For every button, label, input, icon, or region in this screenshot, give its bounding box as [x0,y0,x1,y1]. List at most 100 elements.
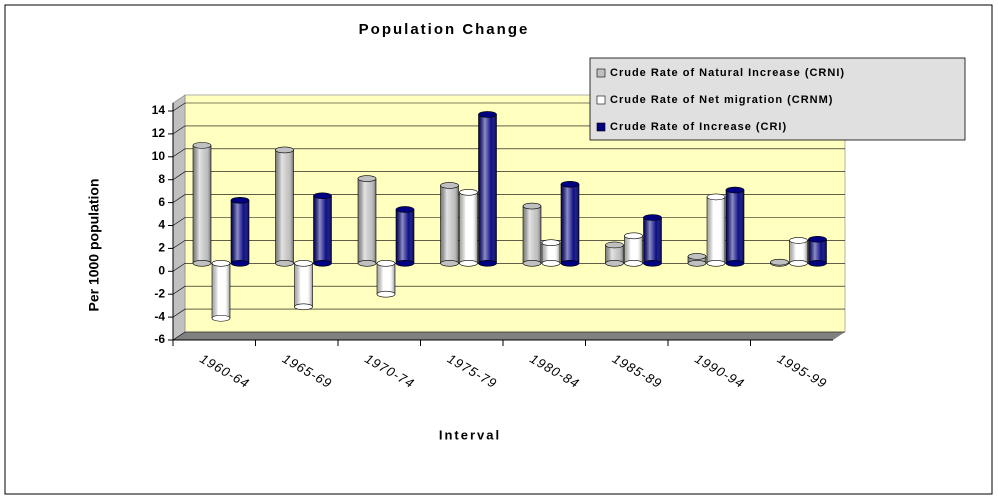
bar [357,175,377,267]
bar [395,206,415,267]
bar [808,235,827,267]
bar-shade [523,206,541,264]
bar-shade [440,185,459,264]
bar [275,146,294,267]
bar-shade [193,145,211,264]
bar [459,189,478,267]
bar-cap [294,259,313,267]
bar [725,186,745,267]
bar-bottom [376,290,396,298]
y-tick-label: 6 [158,195,165,209]
bar-bottom [395,259,415,267]
bar-shade [478,114,497,264]
y-tick-label: -2 [154,286,165,300]
legend-swatch [596,95,606,105]
legend-swatch [596,68,606,78]
bar-bottom [522,259,542,267]
bar [211,259,231,322]
bar-cap [725,186,745,194]
bar-shade [396,209,414,264]
grid-line [172,148,845,158]
bar-shade [688,256,706,264]
bar-bottom [211,314,231,322]
bar [294,259,313,311]
bar-shade [726,190,744,264]
bar-bottom [560,259,580,267]
bar-shade [459,192,478,264]
bar-shade [231,200,249,264]
bar-bottom [294,303,313,311]
legend: Crude Rate of Natural Increase (CRNI) Cru… [596,67,844,133]
bar-cap [808,235,827,243]
bar-shade [358,178,376,264]
bar-cap [706,193,726,201]
bar [313,192,332,267]
y-tick-label: 0 [158,263,165,277]
bar [541,239,561,267]
bar [560,180,580,267]
bar-bottom [440,259,459,267]
bar-shade [561,184,579,264]
bar-bottom [478,259,497,267]
bar [440,182,459,267]
bar-cap [395,206,415,213]
legend-swatch [596,122,606,132]
bar-cap [313,192,332,200]
bar-bottom [789,259,808,267]
bar-bottom [706,259,726,267]
bar-bottom [357,259,377,267]
bar-cap [440,182,459,189]
bar-bottom [643,259,662,267]
y-tick-label: 8 [158,172,165,186]
bar-cap [687,253,707,260]
y-tick-label: -6 [154,332,165,346]
bar-bottom [687,259,707,267]
bar-bottom [541,259,561,267]
y-tick-label: 14 [152,103,166,117]
bar-cap [230,197,250,204]
bar-shade [808,239,827,264]
bar [192,142,212,267]
y-tick-label: 2 [158,241,165,255]
chart-title: Population Change [359,21,530,38]
bar-cap [643,214,662,221]
bar-cap [478,111,497,118]
bar [522,202,542,267]
bar-shade [275,149,294,264]
bar [706,193,726,267]
bar [478,111,497,267]
bar-bottom [459,259,478,267]
grid-line [172,171,845,180]
bar-bottom [230,259,250,267]
grid-line [172,308,845,318]
bar-shade [707,196,725,264]
bar [376,259,396,298]
bar-cap [789,237,808,244]
legend-label: Crude Rate of Increase (CRI) [610,121,787,133]
y-tick-label: 12 [152,126,166,140]
bar [624,232,643,267]
bar-shade [542,242,560,264]
bar-cap [275,146,294,154]
legend-label: Crude Rate of Net migration (CRNM) [610,94,833,106]
bar-bottom [725,259,745,267]
bar-cap [211,259,231,267]
bar-bottom [605,259,624,267]
bar-bottom [192,259,212,267]
bar-cap [376,259,396,267]
bar-shade [605,244,624,264]
bar-shade [313,195,332,264]
bar [770,258,789,267]
bar-shade [377,263,395,295]
bar-shade [294,263,313,307]
grid-line [172,285,845,295]
y-axis-label: Per 1000 population [86,178,102,311]
bar-shade [212,263,230,319]
y-tick-label: -4 [154,309,165,323]
bar-shade [643,217,662,264]
bar-shade [789,240,808,264]
bar-cap [192,142,212,149]
side-wall [172,94,186,341]
bar-cap [770,258,789,266]
